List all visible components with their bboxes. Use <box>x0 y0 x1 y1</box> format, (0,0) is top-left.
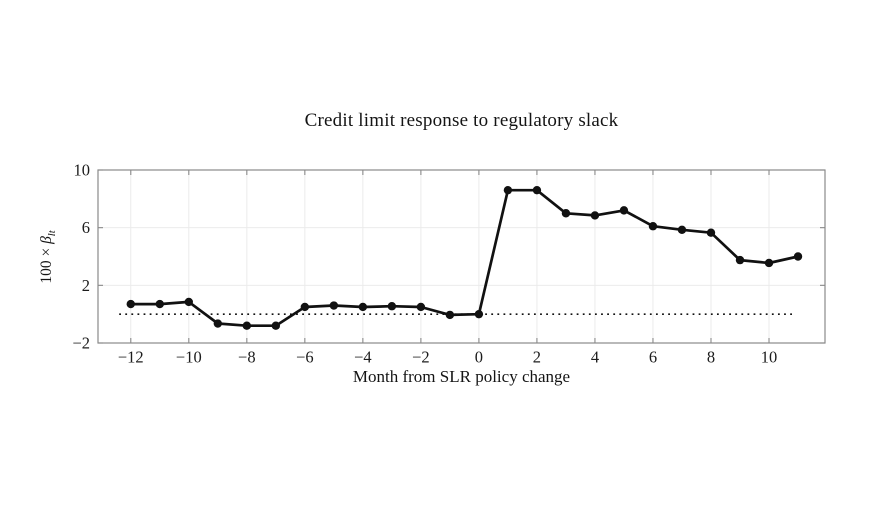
data-point-marker <box>735 255 745 265</box>
data-point-marker <box>706 228 716 237</box>
data-point-marker <box>358 302 368 312</box>
data-point-marker <box>793 252 803 261</box>
x-tick-label: −2 <box>412 348 430 367</box>
data-point-marker <box>619 206 629 215</box>
y-tick-label: 10 <box>74 161 91 180</box>
x-tick-label: −8 <box>238 348 256 367</box>
data-point-marker <box>387 302 397 311</box>
x-tick-label: 8 <box>707 348 715 367</box>
data-point-marker <box>677 225 687 235</box>
series-line <box>129 188 800 328</box>
data-point-marker <box>561 209 571 218</box>
data-point-marker <box>416 302 426 312</box>
data-point-marker <box>474 309 484 319</box>
x-tick-label: −6 <box>296 348 314 367</box>
x-tick-label: 0 <box>475 348 483 367</box>
x-tick-label: −4 <box>354 348 372 367</box>
plot-border <box>97 169 826 344</box>
data-point-marker <box>648 222 658 231</box>
data-point-marker <box>445 310 455 320</box>
x-tick-label: 10 <box>761 348 778 367</box>
data-point-marker <box>300 302 310 312</box>
data-point-marker <box>329 301 339 310</box>
x-tick-label: −12 <box>118 348 144 367</box>
data-point-marker <box>764 258 774 268</box>
x-tick-label: 4 <box>591 348 599 367</box>
data-point-marker <box>184 297 194 307</box>
data-point-marker <box>155 299 164 309</box>
data-point-marker <box>242 321 252 330</box>
data-point-marker <box>271 321 281 330</box>
data-point-marker <box>590 211 600 220</box>
y-tick-label: 2 <box>82 276 90 295</box>
y-tick-label: −2 <box>72 334 90 353</box>
data-point-marker <box>126 299 135 309</box>
x-tick-label: 2 <box>533 348 541 367</box>
x-tick-label: 6 <box>649 348 657 367</box>
x-tick-label: −10 <box>176 348 202 367</box>
data-point-marker <box>213 319 223 328</box>
data-point-marker <box>532 185 542 195</box>
x-axis-label: Month from SLR policy change <box>352 367 571 386</box>
y-tick-label: 6 <box>82 218 90 237</box>
chart-title: Credit limit response to regulatory slac… <box>304 110 619 131</box>
data-point-marker <box>503 185 513 195</box>
